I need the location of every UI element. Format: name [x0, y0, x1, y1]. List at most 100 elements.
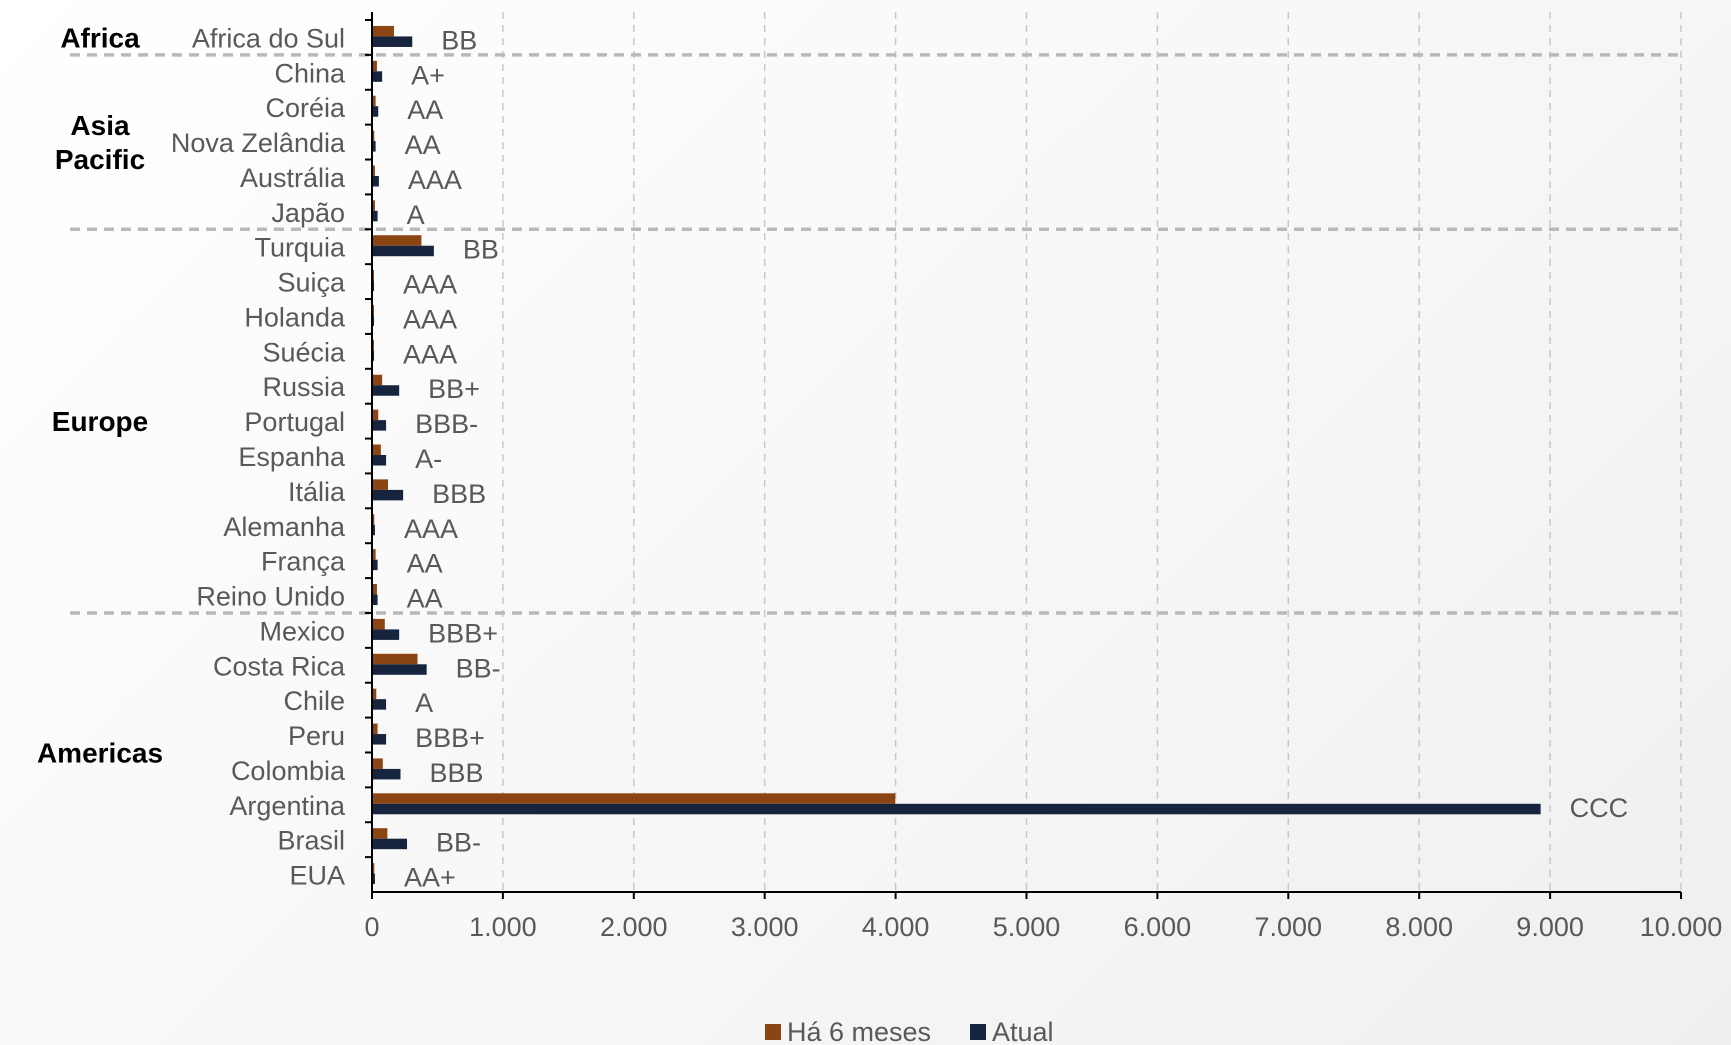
- legend-swatch-atual: [970, 1024, 986, 1040]
- category-labels: Africa do Sul China Coréia Nova Zelândia Aus…: [171, 23, 346, 890]
- x-tick-labels: 0 1.000 2.000 3.000 4.000 5.000 6.000 7.000 8.00…: [364, 912, 1722, 942]
- region-label-europe: Europe: [52, 406, 148, 437]
- rating-label-alemanha: AAA: [404, 514, 458, 544]
- bar-atual-peru: [373, 734, 387, 745]
- category-label-peru: Peru: [288, 721, 345, 751]
- bar-ha-6-meses-italia: [373, 479, 389, 490]
- region-label-africa: Africa: [60, 22, 140, 53]
- rating-label-brasil: BB-: [436, 828, 481, 858]
- category-label-africa-do-sul: Africa do Sul: [192, 23, 345, 53]
- bar-ha-6-meses-suecia: [373, 339, 374, 351]
- bar-ha-6-meses-africa-do-sul: [373, 25, 394, 37]
- bar-ha-6-meses-argentina: [373, 793, 896, 804]
- bar-atual-franca: [373, 559, 378, 571]
- category-label-chile: Chile: [283, 686, 345, 716]
- rating-label-nova-zelandia: AA: [405, 130, 441, 160]
- bar-ha-6-meses-turquia: [373, 235, 422, 246]
- x-tick-label-10: 10.000: [1640, 912, 1723, 942]
- bar-ha-6-meses-brasil: [373, 828, 388, 839]
- bar-ha-6-meses-reino-unido: [373, 584, 377, 595]
- x-tick-label-8: 8.000: [1385, 912, 1453, 942]
- rating-label-costa-rica: BB-: [456, 653, 501, 683]
- bar-ha-6-meses-espanha: [373, 444, 381, 455]
- x-tick-label-0: 0: [364, 912, 379, 942]
- bar-ha-6-meses-suica: [373, 270, 374, 281]
- rating-label-mexico: BBB+: [428, 618, 498, 648]
- rating-label-africa-do-sul: BB: [441, 25, 477, 55]
- bar-ha-6-meses-eua: [373, 863, 375, 874]
- bar-atual-suica: [373, 280, 375, 292]
- x-tick-label-4: 4.000: [862, 912, 930, 942]
- bar-atual-reino-unido: [373, 594, 378, 606]
- category-label-australia: Austrália: [240, 163, 346, 193]
- rating-label-colombia: BBB: [429, 758, 483, 788]
- region-labels: Africa Asia Pacific Europe Americas: [37, 22, 163, 768]
- bar-atual-holanda: [373, 315, 375, 326]
- rating-label-suecia: AAA: [403, 339, 457, 369]
- region-label-line: Americas: [37, 737, 163, 768]
- grid-lines: [502, 12, 1682, 892]
- rating-label-peru: BBB+: [415, 723, 485, 753]
- category-label-eua: EUA: [289, 861, 345, 891]
- category-label-costa-rica: Costa Rica: [213, 651, 346, 681]
- category-label-argentina: Argentina: [229, 791, 346, 821]
- bar-ha-6-meses-portugal: [373, 409, 379, 421]
- bar-atual-turquia: [373, 245, 434, 257]
- legend-swatch-ha-6-meses: [765, 1024, 781, 1040]
- category-label-franca: França: [261, 547, 346, 577]
- category-label-mexico: Mexico: [259, 616, 345, 646]
- rating-label-turquia: BB: [463, 235, 499, 265]
- bar-ha-6-meses-mexico: [373, 618, 385, 630]
- bars: [373, 25, 1541, 885]
- bar-ha-6-meses-peru: [373, 723, 378, 735]
- rating-labels: BBA+AAAAAAAABBAAAAAAAAABB+BBB-A-BBBAAAAA…: [403, 25, 1628, 892]
- rating-label-china: A+: [411, 60, 445, 90]
- rating-label-reino-unido: AA: [407, 584, 443, 614]
- category-label-china: China: [274, 58, 346, 88]
- category-label-japao: Japão: [271, 198, 345, 228]
- bar-atual-japao: [373, 210, 378, 222]
- bar-ha-6-meses-coreia: [373, 95, 376, 107]
- bar-atual-portugal: [373, 420, 387, 431]
- x-tick-label-5: 5.000: [993, 912, 1061, 942]
- bar-atual-mexico: [373, 629, 400, 640]
- bar-atual-brasil: [373, 838, 408, 850]
- x-tick-label-7: 7.000: [1255, 912, 1323, 942]
- category-label-italia: Itália: [288, 477, 346, 507]
- category-label-coreia: Coréia: [265, 93, 346, 123]
- legend-label-atual: Atual: [992, 1017, 1054, 1045]
- bar-atual-colombia: [373, 768, 401, 780]
- rating-label-suica: AAA: [403, 270, 457, 300]
- x-tick-label-6: 6.000: [1124, 912, 1192, 942]
- bar-atual-alemanha: [373, 524, 375, 536]
- bar-ha-6-meses-holanda: [373, 304, 374, 316]
- x-tick-label-3: 3.000: [731, 912, 799, 942]
- rating-label-japao: A: [407, 200, 425, 230]
- category-label-nova-zelandia: Nova Zelândia: [171, 128, 346, 158]
- bar-ha-6-meses-japao: [373, 200, 375, 211]
- bar-atual-suecia: [373, 350, 375, 361]
- bar-atual-chile: [373, 699, 387, 710]
- bar-atual-eua: [373, 873, 375, 885]
- bar-atual-australia: [373, 175, 379, 187]
- legend: Há 6 meses Atual: [765, 1017, 1054, 1045]
- bar-ha-6-meses-china: [373, 60, 377, 72]
- bar-ha-6-meses-colombia: [373, 758, 383, 769]
- rating-label-eua: AA+: [404, 863, 456, 893]
- region-label-americas: Americas: [37, 737, 163, 768]
- bar-atual-argentina: [373, 803, 1541, 815]
- region-label-line: Pacific: [55, 144, 145, 175]
- bar-ha-6-meses-franca: [373, 549, 376, 560]
- bar-ha-6-meses-nova-zelandia: [373, 130, 375, 142]
- category-label-reino-unido: Reino Unido: [196, 582, 345, 612]
- category-label-suecia: Suécia: [262, 337, 346, 367]
- bar-ha-6-meses-australia: [373, 165, 375, 176]
- bar-atual-espanha: [373, 455, 387, 466]
- bar-ha-6-meses-chile: [373, 688, 377, 700]
- x-tick-label-2: 2.000: [600, 912, 668, 942]
- region-label-line: Europe: [52, 406, 148, 437]
- category-label-colombia: Colombia: [231, 756, 346, 786]
- region-label-asia-pacific: Asia Pacific: [55, 110, 145, 175]
- bar-ha-6-meses-russia: [373, 374, 383, 386]
